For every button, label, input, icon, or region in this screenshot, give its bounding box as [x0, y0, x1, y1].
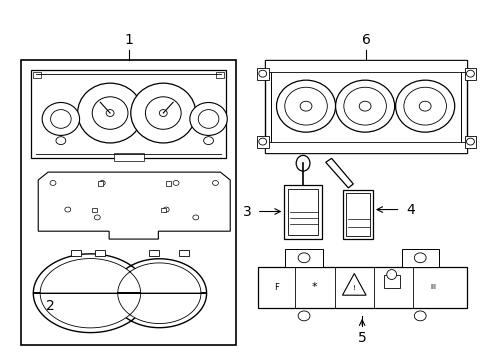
Ellipse shape [300, 101, 311, 111]
Bar [257, 267, 466, 308]
Text: 4: 4 [405, 203, 414, 216]
Bar [464, 68, 475, 80]
Ellipse shape [78, 83, 142, 143]
Ellipse shape [189, 103, 227, 135]
Ellipse shape [258, 70, 266, 77]
Text: *: * [311, 282, 317, 292]
Ellipse shape [284, 87, 326, 125]
Ellipse shape [99, 180, 105, 185]
Bar [31, 70, 226, 158]
Text: 5: 5 [357, 330, 366, 345]
Bar [264, 60, 466, 153]
Ellipse shape [150, 298, 168, 312]
Bar [179, 250, 188, 256]
Ellipse shape [42, 103, 80, 135]
Ellipse shape [413, 253, 425, 263]
Bar [21, 60, 236, 345]
Ellipse shape [413, 311, 425, 321]
Bar [161, 208, 166, 212]
Ellipse shape [276, 80, 335, 132]
Polygon shape [33, 254, 206, 333]
Ellipse shape [145, 97, 181, 129]
Text: F: F [273, 283, 278, 292]
Bar [264, 60, 466, 72]
Bar [346, 193, 369, 236]
Text: 6: 6 [361, 33, 370, 47]
Ellipse shape [343, 87, 386, 125]
Polygon shape [38, 172, 230, 239]
Polygon shape [325, 158, 352, 188]
Ellipse shape [258, 138, 266, 145]
Bar [216, 72, 224, 78]
Bar [33, 72, 41, 78]
Text: !: ! [352, 285, 355, 291]
Ellipse shape [203, 137, 213, 145]
Ellipse shape [81, 297, 100, 313]
Bar [166, 181, 171, 186]
Ellipse shape [395, 80, 454, 132]
Ellipse shape [418, 101, 430, 111]
Bar [256, 136, 268, 148]
Ellipse shape [94, 215, 100, 220]
Bar [288, 189, 317, 235]
Bar [71, 250, 81, 256]
Bar [264, 141, 466, 153]
Ellipse shape [298, 253, 309, 263]
Ellipse shape [56, 137, 66, 145]
Bar [401, 249, 438, 267]
Ellipse shape [50, 180, 56, 185]
Bar [285, 249, 322, 267]
Ellipse shape [359, 101, 370, 111]
Ellipse shape [173, 180, 179, 185]
Ellipse shape [335, 80, 394, 132]
Ellipse shape [403, 87, 446, 125]
Text: 3: 3 [242, 204, 251, 219]
Bar [114, 153, 143, 161]
Text: 2: 2 [45, 299, 54, 313]
Ellipse shape [106, 109, 114, 117]
Ellipse shape [163, 207, 169, 212]
Ellipse shape [466, 70, 473, 77]
Bar [383, 275, 399, 288]
Bar [149, 250, 159, 256]
Ellipse shape [50, 109, 71, 128]
Ellipse shape [296, 156, 309, 171]
Ellipse shape [198, 109, 219, 128]
Ellipse shape [159, 109, 167, 117]
Bar [98, 181, 103, 186]
Ellipse shape [298, 311, 309, 321]
Text: 1: 1 [124, 33, 133, 47]
Ellipse shape [386, 270, 396, 279]
Bar [284, 185, 321, 239]
Bar [256, 68, 268, 80]
Text: III: III [429, 284, 435, 290]
Ellipse shape [192, 215, 198, 220]
Bar [95, 250, 105, 256]
Bar [343, 190, 372, 239]
Ellipse shape [130, 83, 195, 143]
Bar [92, 208, 97, 212]
Ellipse shape [466, 138, 473, 145]
Ellipse shape [92, 97, 128, 129]
Bar [270, 66, 460, 148]
Polygon shape [40, 258, 201, 328]
Ellipse shape [65, 207, 71, 212]
Ellipse shape [212, 180, 218, 185]
Bar [464, 136, 475, 148]
Polygon shape [342, 274, 366, 295]
